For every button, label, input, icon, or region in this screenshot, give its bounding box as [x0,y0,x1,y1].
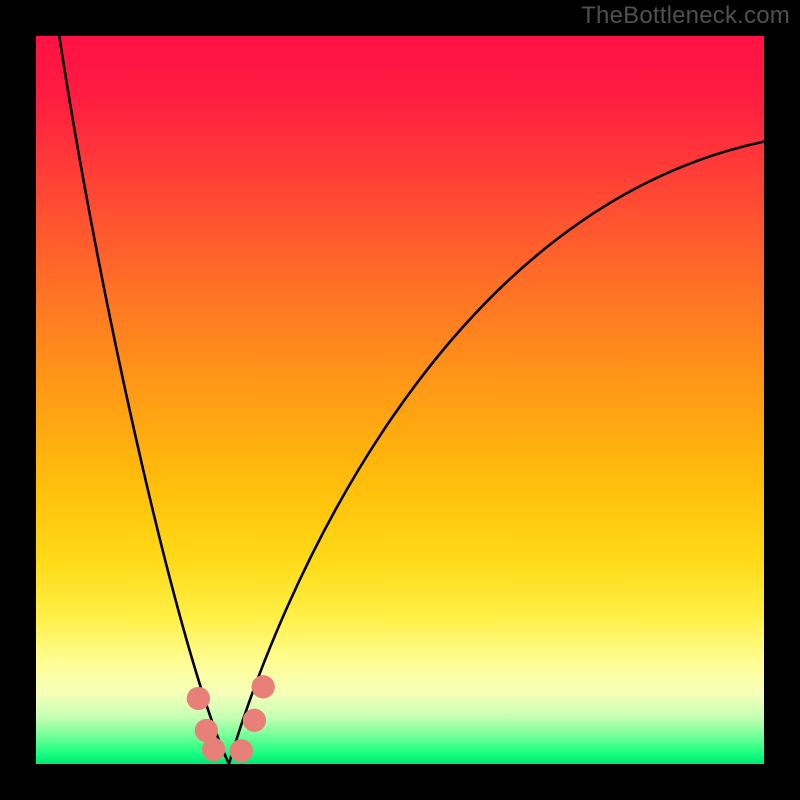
data-marker [230,739,253,762]
bottleneck-chart [36,36,764,764]
chart-frame [0,0,800,800]
watermark-text: TheBottleneck.com [581,2,790,30]
data-marker [251,675,274,698]
data-marker [243,709,266,732]
data-marker [202,738,225,761]
gradient-background [36,36,764,764]
data-marker [187,687,210,710]
